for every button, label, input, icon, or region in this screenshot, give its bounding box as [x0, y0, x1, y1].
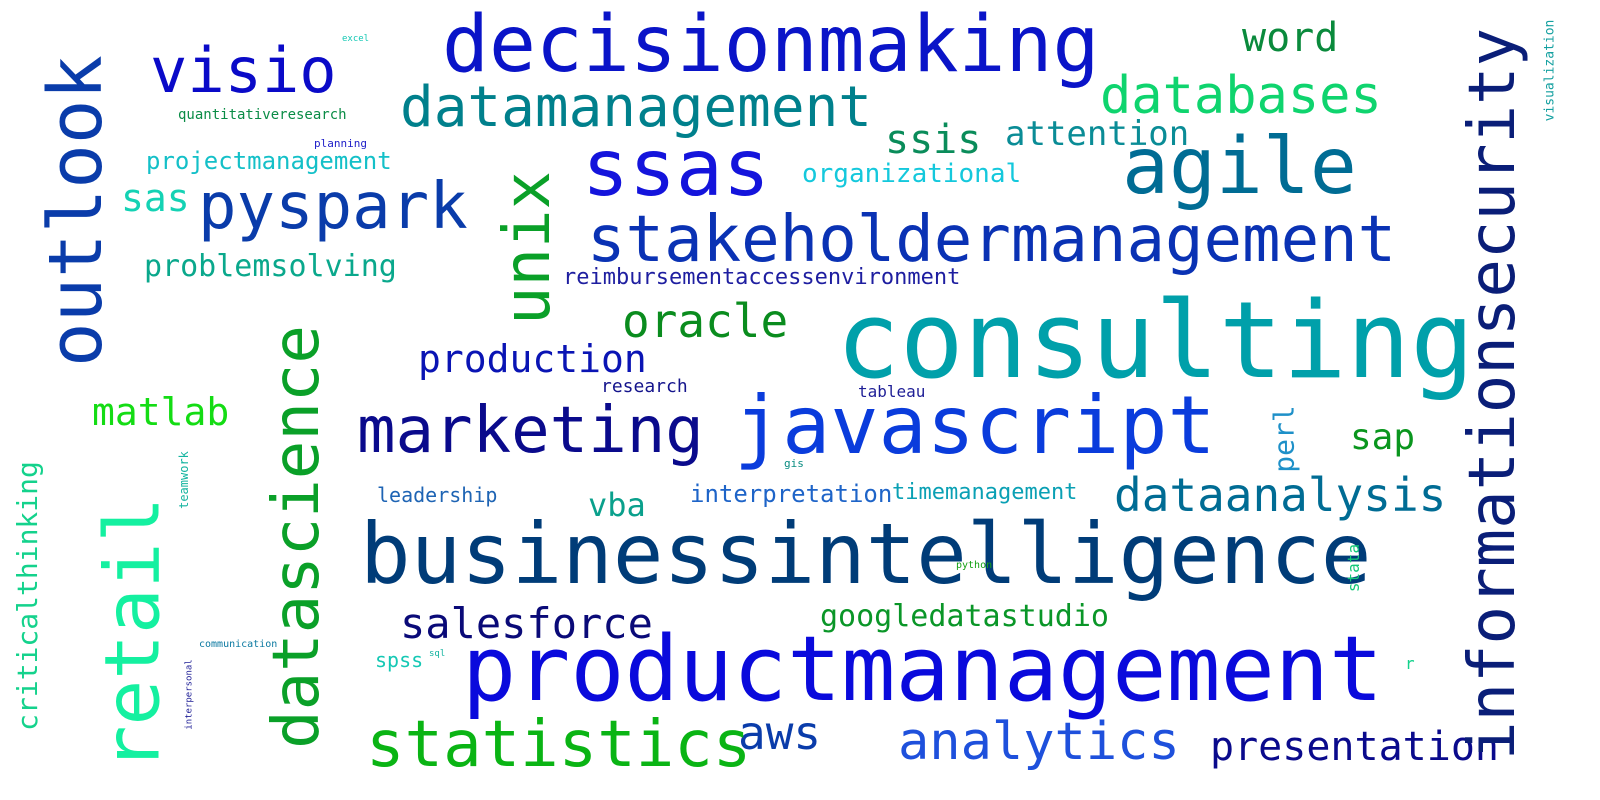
word-ssas: ssas — [582, 124, 770, 214]
word-projectmanagement: projectmanagement — [146, 147, 392, 175]
word-sap: sap — [1350, 417, 1416, 458]
word-aws: aws — [738, 706, 822, 760]
word-consulting: consulting — [836, 279, 1475, 402]
word-excel: excel — [342, 34, 370, 44]
word-outlook: outlook — [32, 55, 119, 367]
word-googledatastudio: googledatastudio — [820, 599, 1109, 634]
word-attention: attention — [1005, 114, 1190, 154]
word-stata: stata — [1344, 543, 1364, 593]
word-organizational: organizational — [802, 159, 1022, 189]
word-communication: communication — [199, 639, 278, 650]
word-pyspark: pyspark — [198, 170, 468, 244]
word-salesforce: salesforce — [400, 599, 653, 648]
word-interpersonal: interpersonal — [184, 659, 195, 730]
word-databases: databases — [1100, 66, 1382, 126]
word-interpretation: interpretation — [690, 480, 893, 508]
word-productmanagement: productmanagement — [462, 617, 1384, 722]
word-quantitativeresearch: quantitativeresearch — [178, 107, 347, 123]
word-presentation: presentation — [1210, 724, 1499, 770]
word-leadership: leadership — [377, 483, 498, 507]
word-marketing: marketing — [357, 394, 704, 468]
word-datascience: datascience — [259, 325, 334, 749]
word-perl: perl — [1267, 405, 1301, 473]
word-research: research — [601, 376, 688, 397]
word-statistics: statistics — [366, 708, 752, 782]
word-retail: retail — [87, 496, 177, 772]
word-businessintelligence: businessintelligence — [360, 505, 1372, 603]
word-stakeholdermanagement: stakeholdermanagement — [587, 203, 1397, 277]
word-r: r — [1405, 654, 1415, 673]
word-production: production — [418, 337, 647, 381]
word-python: python — [956, 560, 993, 571]
word-dataanalysis: dataanalysis — [1114, 468, 1447, 522]
word-criticalthinking: criticalthinking — [10, 461, 44, 731]
word-vba: vba — [588, 486, 646, 524]
word-visio: visio — [150, 34, 337, 107]
word-visualization: visualization — [1542, 19, 1558, 122]
word-agile: agile — [1122, 122, 1357, 212]
word-decisionmaking: decisionmaking — [442, 0, 1100, 90]
word-matlab: matlab — [92, 390, 230, 434]
word-sql: sql — [429, 649, 446, 659]
word-teamwork: teamwork — [176, 451, 191, 509]
word-tableau: tableau — [858, 382, 926, 401]
word-unix: unix — [491, 170, 566, 326]
word-datamanagement: datamanagement — [400, 75, 873, 140]
word-gis: gis — [784, 457, 804, 470]
word-problemsolving: problemsolving — [144, 249, 397, 284]
word-informationsecurity: informationsecurity — [1456, 27, 1531, 761]
word-timemanagement: timemanagement — [892, 480, 1078, 505]
word-javascript: javascript — [734, 379, 1216, 472]
word-word: word — [1242, 15, 1339, 61]
word-oracle: oracle — [622, 294, 789, 348]
word-analytics: analytics — [898, 712, 1180, 772]
word-sas: sas — [121, 176, 190, 220]
word-spss: spss — [375, 648, 424, 672]
word-planning: planning — [314, 137, 367, 150]
word-reimbursementaccessenvironment: reimbursementaccessenvironment — [563, 265, 961, 290]
word-ssis: ssis — [885, 117, 982, 163]
